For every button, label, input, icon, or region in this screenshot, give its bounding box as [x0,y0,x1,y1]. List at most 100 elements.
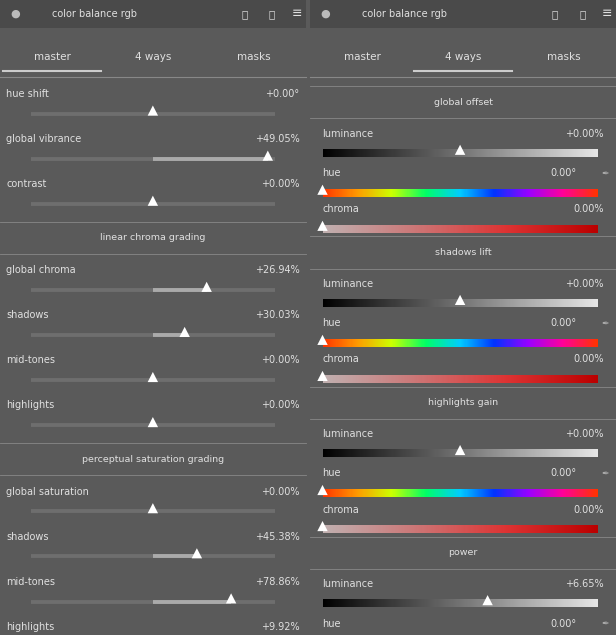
Bar [474,525,475,533]
Bar [546,449,547,457]
Bar [332,525,333,533]
Polygon shape [226,593,237,603]
Bar [512,525,513,533]
Bar [445,299,446,307]
Bar [563,189,564,197]
Bar [392,375,394,384]
Bar [477,375,479,384]
Bar [339,449,341,457]
Bar [338,449,339,457]
Bar [531,299,532,307]
Bar [445,189,446,197]
Bar [330,599,331,608]
Bar [583,299,584,307]
Bar [407,189,408,197]
Bar [355,149,356,157]
Bar [500,149,501,157]
Bar [466,299,468,307]
Bar [472,299,473,307]
Bar [506,299,508,307]
Bar [332,225,333,233]
Bar [333,375,334,384]
Bar [490,189,491,197]
Bar [408,599,410,608]
Bar [577,149,578,157]
Bar [545,299,546,307]
Bar [593,299,594,307]
Bar [515,375,516,384]
Bar [414,299,415,307]
Bar [360,375,361,384]
Bar [369,489,370,497]
Bar [341,375,342,384]
Bar [455,449,456,457]
Bar [489,489,490,497]
Bar [371,525,372,533]
Bar [415,339,416,347]
Bar [333,189,334,197]
Bar [505,299,506,307]
Bar [554,525,556,533]
Bar [519,149,521,157]
Bar [430,599,431,608]
Bar [461,149,462,157]
Bar [562,449,563,457]
Bar [433,149,434,157]
Bar [357,299,358,307]
Bar [458,339,459,347]
Bar [522,375,524,384]
Bar [374,489,375,497]
Bar [327,339,328,347]
Bar [483,225,484,233]
Bar [394,375,395,384]
Bar [577,449,578,457]
Bar [398,225,399,233]
Bar [395,339,397,347]
Bar [445,449,446,457]
Bar [529,449,530,457]
Bar [369,225,370,233]
Bar [395,489,397,497]
Bar [365,449,367,457]
Bar [468,149,469,157]
Bar [570,449,571,457]
Text: +30.03%: +30.03% [255,311,299,320]
Bar [401,339,402,347]
Bar [428,489,429,497]
Bar [512,449,513,457]
Bar [549,339,550,347]
Bar [430,149,431,157]
Bar [524,375,525,384]
Bar [502,149,503,157]
Bar [476,149,477,157]
Bar [328,449,329,457]
Bar [538,525,540,533]
Bar [372,149,373,157]
Bar [590,339,591,347]
Bar [428,189,429,197]
Bar [417,525,418,533]
Bar [456,489,457,497]
Bar [436,299,437,307]
Bar [490,375,491,384]
Bar [572,599,573,608]
Bar [362,489,363,497]
Bar [343,189,344,197]
Bar [330,449,331,457]
Bar [457,299,458,307]
Bar [362,375,363,384]
Bar [402,339,403,347]
Bar [573,375,574,384]
Bar [379,489,381,497]
Bar [475,149,476,157]
Bar [541,489,543,497]
Bar [399,599,400,608]
Bar [574,339,575,347]
Bar [472,375,473,384]
Bar [352,299,354,307]
Bar [443,375,444,384]
Bar [385,375,386,384]
Polygon shape [317,485,328,495]
Bar [529,489,530,497]
Bar [370,489,371,497]
